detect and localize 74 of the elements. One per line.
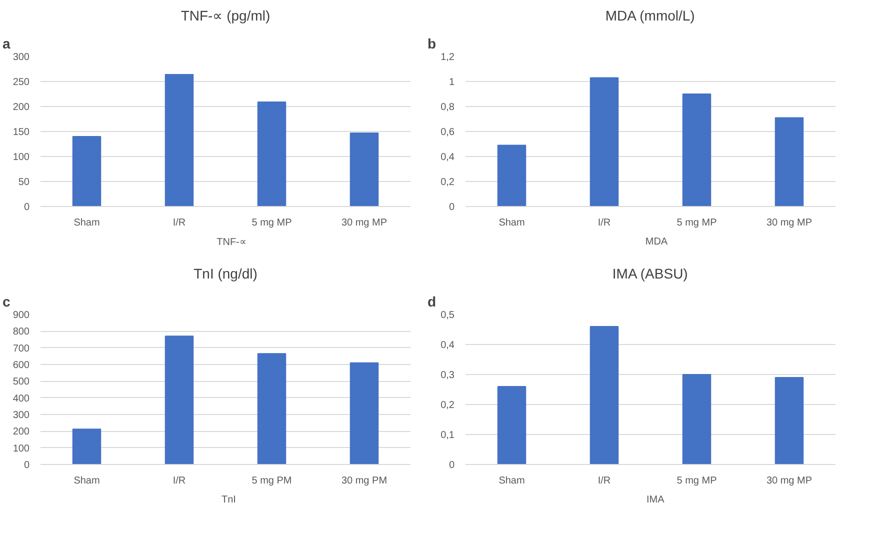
x-tick-label: I/R: [172, 476, 186, 486]
bar: [350, 132, 379, 206]
y-tick-label: 0,2: [440, 177, 455, 188]
x-tick-label: 5 mg MP: [676, 218, 718, 228]
x-tick-label: Sham: [498, 476, 525, 486]
bar: [257, 353, 286, 464]
bar: [350, 362, 379, 464]
bar: [774, 117, 804, 206]
y-tick-label: 400: [12, 393, 30, 404]
chart-title: IMA (ABSU): [612, 266, 688, 282]
x-tick-label: I/R: [598, 476, 611, 486]
x-tick-label: I/R: [172, 218, 186, 228]
y-tick-label: 50: [18, 177, 30, 188]
bar: [164, 74, 194, 206]
y-tick-label: 100: [12, 443, 30, 454]
y-tick-label: 0,1: [440, 430, 455, 441]
y-tick-label: 200: [12, 102, 30, 113]
y-tick-label: 900: [12, 310, 30, 321]
bar: [590, 77, 619, 206]
text: a: [2, 36, 10, 52]
x-tick-label: 30 mg MP: [766, 476, 812, 486]
chart-title: TnI (ng/dl): [194, 266, 258, 282]
text: d: [428, 294, 436, 310]
text: b: [428, 36, 436, 52]
bar: [497, 144, 526, 206]
y-tick-label: 0,8: [440, 102, 455, 113]
y-tick-label: 1: [448, 77, 455, 88]
x-tick-label: 5 mg PM: [252, 476, 292, 486]
y-tick-label: 0,3: [440, 370, 455, 381]
text: TnI: [222, 494, 237, 506]
y-tick-label: 0: [24, 460, 30, 471]
y-tick-label: 200: [12, 426, 30, 438]
bar: [72, 136, 102, 206]
bar: [257, 102, 286, 206]
y-tick-label: 300: [12, 410, 30, 421]
y-tick-label: 600: [12, 360, 30, 371]
bar: [590, 326, 619, 464]
y-tick-label: 0,6: [440, 127, 455, 138]
x-tick-label: 30 mg MP: [341, 218, 388, 228]
x-tick-label: 5 mg MP: [252, 218, 292, 228]
x-tick-label: 30 mg PM: [341, 476, 388, 486]
bar: [682, 94, 712, 206]
y-tick-label: 0,5: [440, 310, 455, 321]
y-tick-label: 250: [12, 77, 30, 88]
y-tick-label: 100: [12, 152, 30, 163]
y-tick-label: 0: [24, 202, 30, 213]
x-tick-label: 5 mg MP: [676, 476, 718, 486]
y-tick-label: 0,4: [440, 340, 455, 351]
x-tick-label: Sham: [74, 476, 100, 486]
bar: [72, 428, 102, 464]
y-tick-label: 500: [12, 376, 30, 388]
bar: [774, 377, 804, 464]
text: MDA: [645, 236, 668, 248]
y-tick-label: 800: [12, 326, 30, 338]
x-tick-label: Sham: [498, 218, 525, 228]
y-tick-label: 1,2: [440, 52, 455, 63]
bar: [682, 374, 712, 464]
y-tick-label: 0: [448, 460, 455, 471]
y-tick-label: 300: [12, 52, 30, 63]
y-tick-label: 0: [448, 202, 455, 213]
chart-title: TNF-∝ (pg/ml): [180, 8, 270, 24]
bar: [497, 386, 526, 464]
text: c: [2, 294, 10, 310]
chart-title: MDA (mmol/L): [605, 8, 695, 24]
y-tick-label: 0,2: [440, 400, 455, 411]
y-tick-label: 700: [12, 343, 30, 354]
text: IMA: [646, 494, 666, 506]
y-tick-label: 0,4: [440, 152, 455, 163]
x-tick-label: Sham: [74, 218, 100, 228]
bar: [164, 336, 194, 464]
y-tick-label: 150: [12, 127, 30, 138]
text: TNF-∝: [216, 236, 246, 248]
x-tick-label: 30 mg MP: [766, 218, 812, 228]
x-tick-label: I/R: [598, 218, 611, 228]
